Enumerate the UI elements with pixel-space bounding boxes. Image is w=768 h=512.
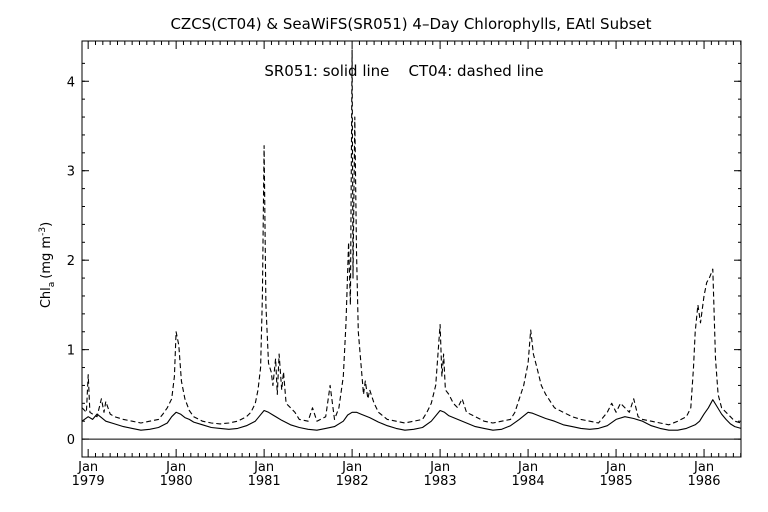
x-tick-label-year: 1981: [248, 474, 281, 489]
plot-frame: [81, 40, 742, 458]
x-tick-label-month: Jan: [77, 460, 98, 475]
y-tick-label: 2: [67, 254, 75, 269]
series-line-ct04: [81, 49, 742, 426]
x-tick-label-year: 1986: [687, 474, 720, 489]
x-tick-label-month: Jan: [605, 460, 626, 475]
x-axis: Jan1979Jan1980Jan1981Jan1982Jan1983Jan19…: [72, 41, 742, 489]
x-tick-label-month: Jan: [341, 460, 362, 475]
y-tick-label: 4: [67, 75, 75, 90]
x-tick-label-month: Jan: [693, 460, 714, 475]
y-axis-label-exp: -3: [38, 227, 48, 236]
x-tick-label-year: 1984: [512, 474, 545, 489]
x-tick-label-year: 1979: [72, 474, 105, 489]
y-axis-label-close: ): [39, 222, 54, 227]
x-tick-label-month: Jan: [253, 460, 274, 475]
x-tick-label-month: Jan: [517, 460, 538, 475]
series-annotation: SR051: solid line CT04: dashed line: [264, 62, 543, 80]
x-tick-label-year: 1980: [160, 474, 193, 489]
y-tick-label: 0: [67, 433, 75, 448]
series-line-sr051: [81, 399, 742, 431]
y-axis-label: Chla (mg m-3): [38, 222, 57, 308]
x-tick-label-year: 1985: [600, 474, 633, 489]
x-tick-label-month: Jan: [429, 460, 450, 475]
y-axis-label-unit: (mg m: [39, 236, 54, 279]
x-tick-label-year: 1982: [336, 474, 369, 489]
y-tick-label: 1: [67, 344, 75, 359]
y-tick-label: 3: [67, 165, 75, 180]
series-group: [81, 49, 742, 431]
y-axis-label-sub: a: [47, 282, 57, 288]
x-tick-label-year: 1983: [424, 474, 457, 489]
y-axis: 0 1 2 3 4: [67, 62, 741, 448]
plot-border: [81, 40, 742, 458]
y-axis-label-main: Chl: [39, 287, 54, 308]
chart-title: CZCS(CT04) & SeaWiFS(SR051) 4–Day Chloro…: [170, 15, 651, 33]
x-tick-label-month: Jan: [165, 460, 186, 475]
